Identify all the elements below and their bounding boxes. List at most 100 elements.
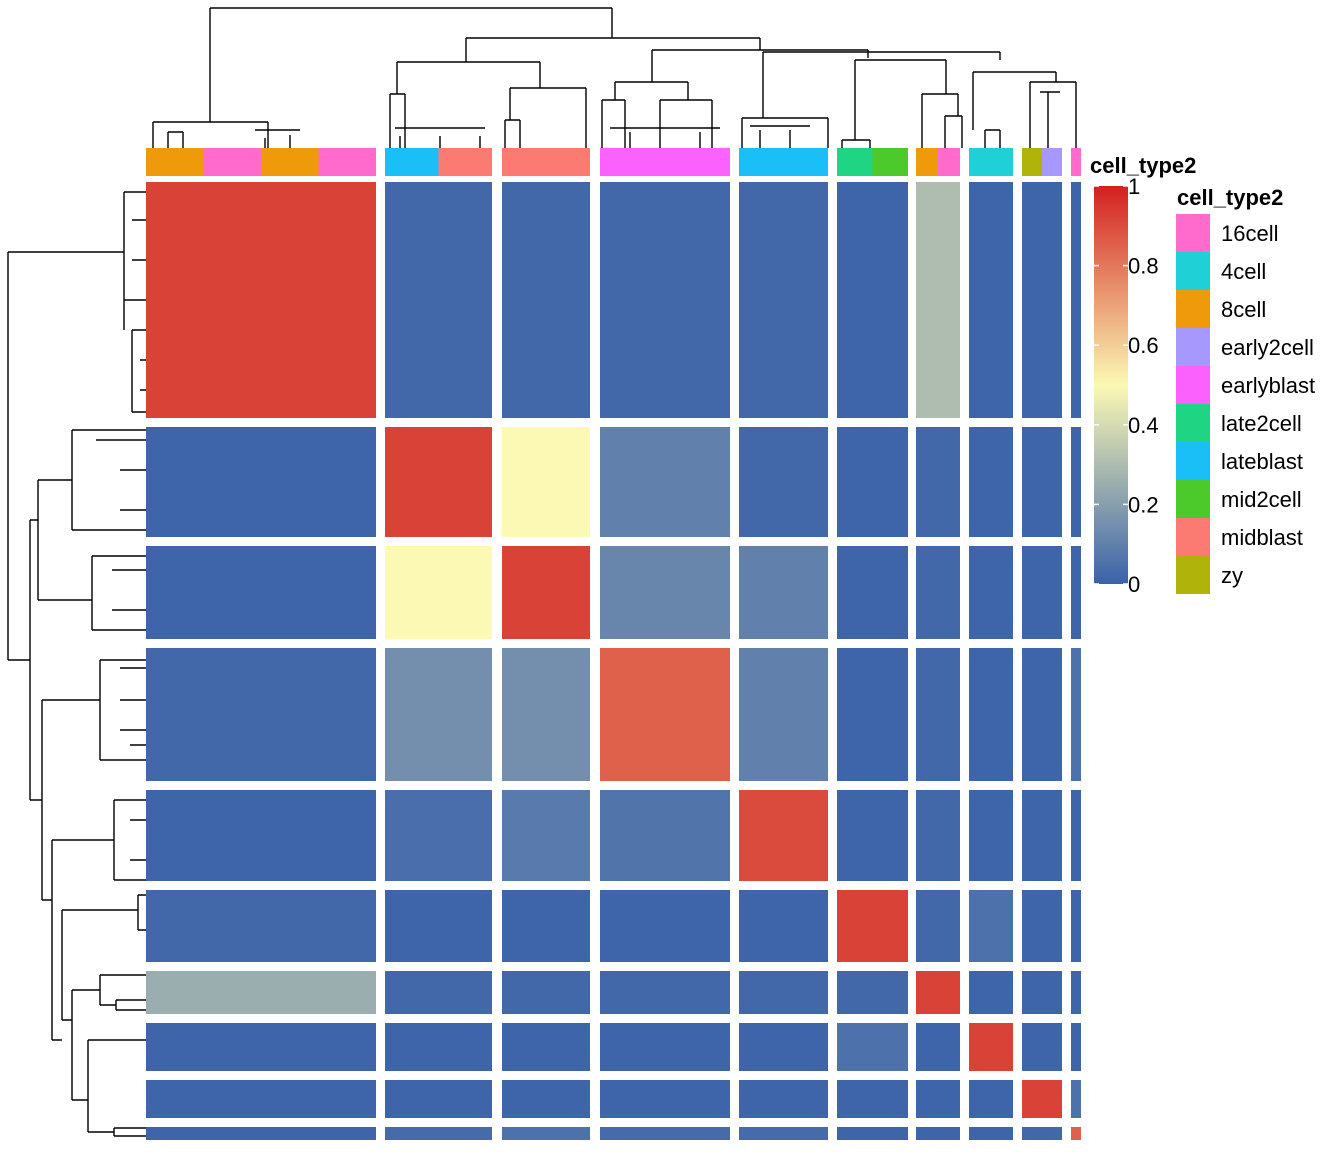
heatmap-block-R8-C10 [1071, 1023, 1081, 1071]
heatmap-block-R7-C4 [600, 971, 730, 1014]
heatmap-block-R4-C3 [502, 648, 590, 781]
annotation-cell-16cell [938, 148, 960, 176]
heatmap-block-R10-C1 [146, 1127, 376, 1140]
heatmap-block-R10-C4 [600, 1127, 730, 1140]
heatmap-block-R5-C8 [969, 790, 1013, 881]
legend-swatch-lateblast [1176, 442, 1210, 480]
annotation-cell-16cell [203, 148, 261, 176]
color-scale-tick-label: 0.2 [1128, 492, 1159, 517]
heatmap-block-R1-C3 [502, 182, 590, 418]
heatmap-block-R7-C10 [1071, 971, 1081, 1014]
legend-label-earlyblast: earlyblast [1221, 373, 1315, 398]
heatmap-block-R5-C10 [1071, 790, 1081, 881]
annotation-cell-8cell [146, 148, 204, 176]
heatmap-block-R9-C3 [502, 1080, 590, 1118]
heatmap-block-R7-C2 [385, 971, 492, 1014]
annotation-legend-title: cell_type2 [1177, 185, 1283, 210]
legend-label-16cell: 16cell [1221, 221, 1278, 246]
annotation-cell-late2cell [837, 148, 873, 176]
heatmap-block-R6-C8 [969, 890, 1013, 962]
heatmap-block-R8-C3 [502, 1023, 590, 1071]
heatmap-block-R5-C3 [502, 790, 590, 881]
heatmap-block-R10-C7 [916, 1127, 960, 1140]
heatmap-block-R3-C9 [1022, 546, 1062, 639]
annotation-legend: cell_type2 16cell 4cell 8cell early2cell ear… [1176, 185, 1315, 594]
heatmap-cells [146, 182, 1081, 1140]
heatmap-block-R1-C5 [739, 182, 828, 418]
heatmap-block-R5-C7 [916, 790, 960, 881]
heatmap-block-R3-C4 [600, 546, 730, 639]
heatmap-block-R5-C1 [146, 790, 376, 881]
heatmap-block-R8-C2 [385, 1023, 492, 1071]
heatmap-block-R6-C10 [1071, 890, 1081, 962]
heatmap-block-R9-C4 [600, 1080, 730, 1118]
annotation-cell-lateblast [385, 148, 439, 176]
annotation-cell-early2cell [1042, 148, 1062, 176]
heatmap-block-R4-C4 [600, 648, 730, 781]
heatmap-block-R8-C6 [837, 1023, 908, 1071]
heatmap-block-R1-C10 [1071, 182, 1081, 418]
legend-label-lateblast: lateblast [1221, 449, 1303, 474]
heatmap-block-R2-C9 [1022, 427, 1062, 537]
heatmap-block-R3-C5 [739, 546, 828, 639]
heatmap-block-R9-C5 [739, 1080, 828, 1118]
annotation-cell-earlyblast [600, 148, 730, 176]
legend-swatch-mid2cell [1176, 480, 1210, 518]
color-scale-tick-label: 1 [1128, 174, 1140, 199]
heatmap-block-R6-C5 [739, 890, 828, 962]
color-scale-title: cell_type2 [1090, 153, 1196, 178]
heatmap-block-R8-C5 [739, 1023, 828, 1071]
legend-label-mid2cell: mid2cell [1221, 487, 1302, 512]
heatmap-block-R9-C8 [969, 1080, 1013, 1118]
heatmap-block-R3-C2 [385, 546, 492, 639]
heatmap-block-R2-C6 [837, 427, 908, 537]
heatmap-block-R9-C1 [146, 1080, 376, 1118]
heatmap-block-R7-C7 [916, 971, 960, 1014]
annotation-cell-8cell [261, 148, 319, 176]
annotation-cell-lateblast [739, 148, 828, 176]
legend-swatch-4cell [1176, 252, 1210, 290]
heatmap-block-R7-C6 [837, 971, 908, 1014]
heatmap-block-R2-C4 [600, 427, 730, 537]
heatmap-block-R7-C1 [146, 971, 376, 1014]
heatmap-block-R9-C2 [385, 1080, 492, 1118]
color-scale-tick-label: 0.4 [1128, 413, 1159, 438]
legend-swatch-earlyblast [1176, 366, 1210, 404]
heatmap-block-R3-C3 [502, 546, 590, 639]
color-scale-tick-label: 0 [1128, 572, 1140, 597]
heatmap-block-R10-C5 [739, 1127, 828, 1140]
heatmap-block-R6-C4 [600, 890, 730, 962]
heatmap-block-R10-C6 [837, 1127, 908, 1140]
legend-label-late2cell: late2cell [1221, 411, 1302, 436]
heatmap-block-R9-C10 [1071, 1080, 1081, 1118]
heatmap-block-R2-C7 [916, 427, 960, 537]
heatmap-block-R5-C6 [837, 790, 908, 881]
heatmap-block-R6-C3 [502, 890, 590, 962]
heatmap-block-R1-C4 [600, 182, 730, 418]
heatmap-block-R6-C6 [837, 890, 908, 962]
annotation-cell-4cell [969, 148, 1013, 176]
color-scale-legend: cell_type2 0 0.2 0.4 0.6 0.8 1 [1090, 153, 1196, 597]
color-scale-bar [1094, 186, 1128, 584]
annotation-cell-16cell [1071, 148, 1081, 176]
heatmap-block-R4-C7 [916, 648, 960, 781]
legend-label-early2cell: early2cell [1221, 335, 1314, 360]
heatmap-block-R7-C9 [1022, 971, 1062, 1014]
legend-swatch-early2cell [1176, 328, 1210, 366]
legend-label-8cell: 8cell [1221, 297, 1266, 322]
heatmap-block-R2-C8 [969, 427, 1013, 537]
legend-swatch-late2cell [1176, 404, 1210, 442]
heatmap-block-R9-C7 [916, 1080, 960, 1118]
legend-label-midblast: midblast [1221, 525, 1303, 550]
heatmap-block-R2-C3 [502, 427, 590, 537]
heatmap-block-R4-C2 [385, 648, 492, 781]
heatmap-block-R7-C8 [969, 971, 1013, 1014]
heatmap-block-R1-C8 [969, 182, 1013, 418]
heatmap-block-R10-C3 [502, 1127, 590, 1140]
legend-label-zy: zy [1221, 563, 1243, 588]
annotation-cell-8cell [916, 148, 938, 176]
column-dendrogram [152, 7, 1077, 148]
annotation-cell-mid2cell [872, 148, 908, 176]
legend-swatch-midblast [1176, 518, 1210, 556]
